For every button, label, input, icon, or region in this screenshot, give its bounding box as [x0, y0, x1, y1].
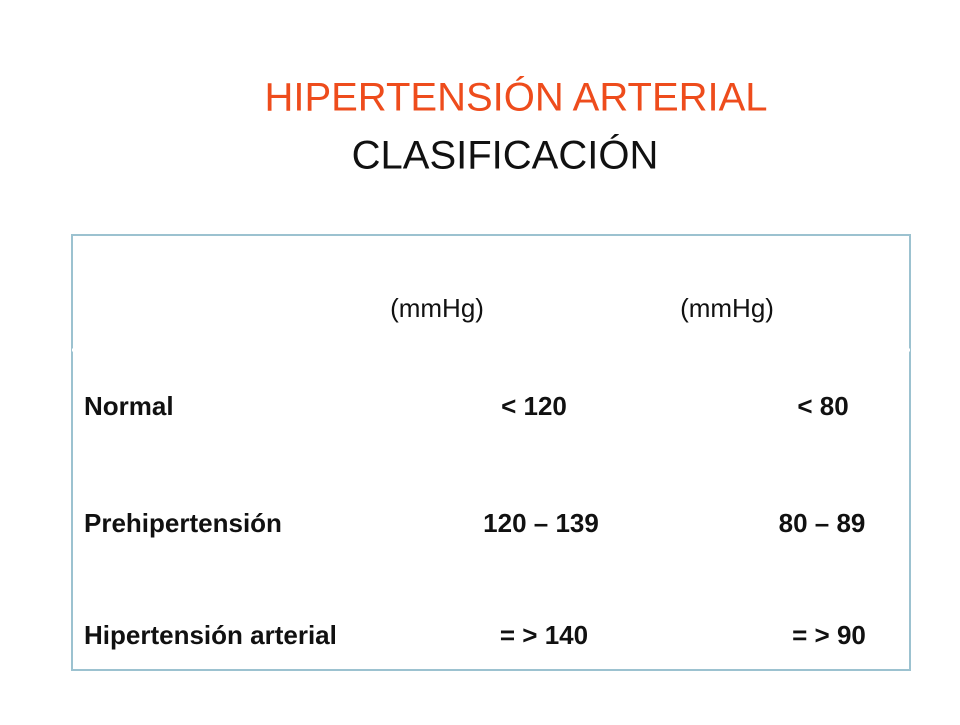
row-label: Hipertensión arterial	[84, 620, 337, 650]
systolic-cell: = > 140	[500, 620, 588, 650]
diastolic-cell: 80 – 89	[779, 508, 866, 538]
row-label: Prehipertensión	[84, 508, 282, 538]
row-label: Normal	[84, 391, 174, 421]
systolic-cell: < 120	[501, 391, 567, 421]
column-unit: (mmHg)	[390, 293, 484, 323]
diastolic-cell: = > 90	[792, 620, 866, 650]
table-border	[71, 234, 911, 671]
slide-subtitle: CLASIFICACIÓN	[352, 133, 659, 178]
slide-title: HIPERTENSIÓN ARTERIAL	[264, 75, 767, 120]
diastolic-cell: < 80	[797, 391, 848, 421]
column-unit: (mmHg)	[680, 293, 774, 323]
systolic-cell: 120 – 139	[483, 508, 599, 538]
